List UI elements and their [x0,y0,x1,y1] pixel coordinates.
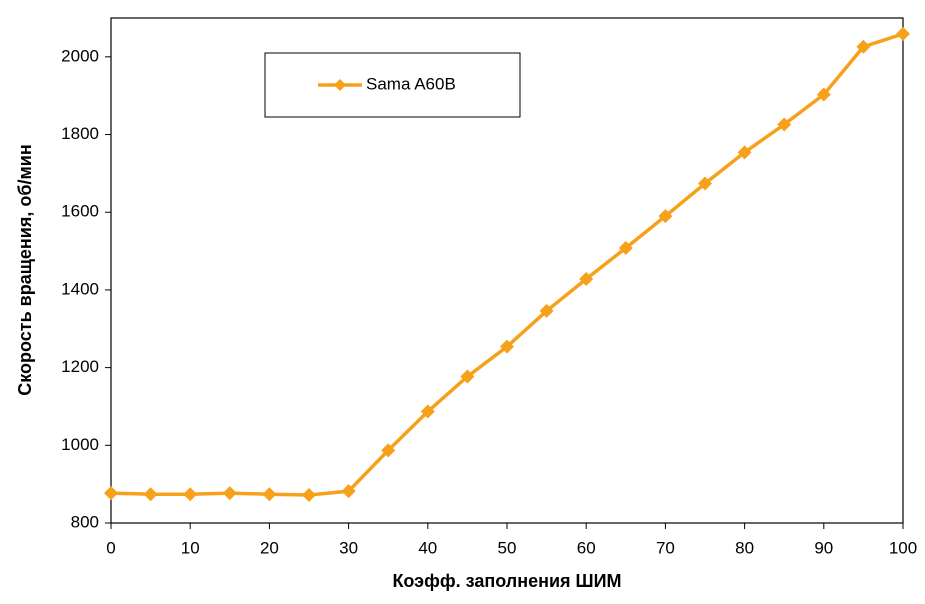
y-tick-label: 800 [71,512,99,531]
x-tick-label: 40 [418,538,437,557]
marker [539,303,554,318]
y-tick-label: 1200 [61,357,99,376]
x-tick-label: 80 [735,538,754,557]
legend-box [264,52,521,118]
x-tick-label: 50 [498,538,517,557]
x-axis-title: Коэфф. заполнения ШИМ [392,571,621,591]
marker [143,487,158,502]
y-tick-label: 1600 [61,202,99,221]
y-tick-label: 1400 [61,279,99,298]
marker [618,240,633,255]
x-tick-label: 90 [814,538,833,557]
y-tick-label: 1800 [61,124,99,143]
marker [500,339,514,354]
marker [658,209,673,224]
marker [777,117,792,132]
marker [737,145,752,160]
marker [816,87,831,102]
marker [302,488,316,503]
legend-marker [334,79,346,91]
y-axis-title: Скорость вращения, об/мин [15,144,35,396]
marker [420,404,435,419]
x-tick-label: 10 [181,538,200,557]
x-tick-label: 0 [106,538,115,557]
x-tick-label: 70 [656,538,675,557]
y-tick-label: 2000 [61,46,99,65]
x-tick-label: 30 [339,538,358,557]
marker [856,39,871,54]
legend-label: Sama A60B [366,74,456,93]
marker [104,486,118,501]
marker [381,443,396,458]
x-tick-label: 20 [260,538,279,557]
marker [460,369,475,384]
marker [341,484,356,499]
y-tick-label: 1000 [61,435,99,454]
marker [579,272,594,287]
marker [262,487,277,502]
marker [896,26,910,41]
marker [183,487,198,502]
marker [222,486,237,501]
marker [698,176,712,191]
x-tick-label: 60 [577,538,596,557]
x-tick-label: 100 [889,538,917,557]
